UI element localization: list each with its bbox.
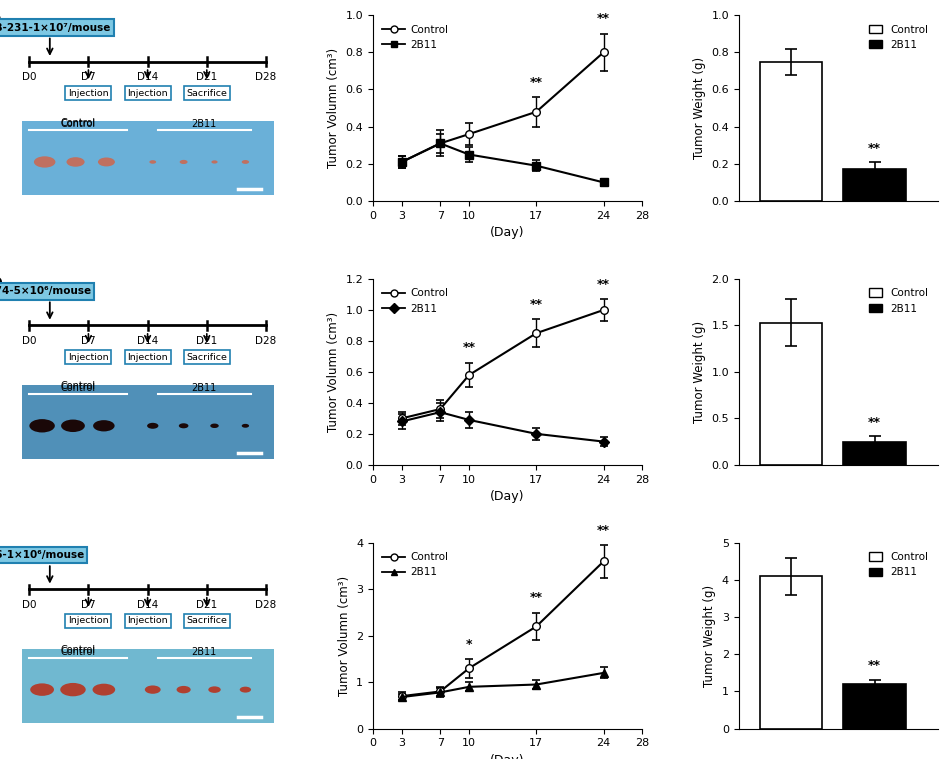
Y-axis label: Tumor Volumn (cm³): Tumor Volumn (cm³) <box>337 575 350 696</box>
Text: D0: D0 <box>22 335 37 345</box>
Text: Injection: Injection <box>127 616 168 625</box>
Text: D21: D21 <box>196 600 218 609</box>
Text: Sacrifice: Sacrifice <box>187 352 227 361</box>
Legend: Control, 2B11: Control, 2B11 <box>866 284 933 318</box>
Y-axis label: Tumor Weight (g): Tumor Weight (g) <box>692 321 706 423</box>
Bar <box>844 169 906 201</box>
Legend: Control, 2B11: Control, 2B11 <box>378 284 453 318</box>
Text: Sacrifice: Sacrifice <box>187 89 227 98</box>
Ellipse shape <box>211 160 218 164</box>
Text: **: ** <box>462 342 475 354</box>
Ellipse shape <box>93 420 115 431</box>
Text: Control: Control <box>61 383 96 393</box>
Text: D28: D28 <box>256 335 277 345</box>
Ellipse shape <box>98 158 115 166</box>
Text: **: ** <box>529 76 543 89</box>
Text: **: ** <box>597 12 610 25</box>
Text: Control: Control <box>61 647 96 657</box>
Text: D28: D28 <box>256 72 277 82</box>
Text: D14: D14 <box>137 600 158 609</box>
Text: Injection: Injection <box>68 89 109 98</box>
Ellipse shape <box>240 687 251 693</box>
Ellipse shape <box>34 156 56 168</box>
Bar <box>759 323 822 465</box>
Text: *: * <box>466 638 473 650</box>
Bar <box>844 442 906 465</box>
Text: Control: Control <box>61 118 96 128</box>
Text: Injection: Injection <box>68 616 109 625</box>
Text: D14: D14 <box>137 335 158 345</box>
Text: **: ** <box>868 141 882 155</box>
Text: D21: D21 <box>196 335 218 345</box>
Ellipse shape <box>210 424 219 428</box>
Text: b: b <box>0 273 2 292</box>
Bar <box>759 576 822 729</box>
X-axis label: (Day): (Day) <box>491 490 525 503</box>
Text: **: ** <box>529 591 543 604</box>
Ellipse shape <box>241 424 249 428</box>
Text: D7: D7 <box>81 72 96 82</box>
X-axis label: (Day): (Day) <box>491 754 525 759</box>
Text: MDA-MB-231-1×10⁷/mouse: MDA-MB-231-1×10⁷/mouse <box>0 23 111 33</box>
Text: D28: D28 <box>256 600 277 609</box>
Ellipse shape <box>208 686 221 693</box>
Text: a: a <box>0 10 1 29</box>
Text: Control: Control <box>61 119 96 130</box>
Text: BT474-5×10⁶/mouse: BT474-5×10⁶/mouse <box>0 286 91 297</box>
Text: 2B11: 2B11 <box>191 119 217 130</box>
Ellipse shape <box>180 160 188 164</box>
Text: Injection: Injection <box>68 352 109 361</box>
Ellipse shape <box>241 160 249 164</box>
Text: Injection: Injection <box>127 89 168 98</box>
Text: D7: D7 <box>81 600 96 609</box>
Legend: Control, 2B11: Control, 2B11 <box>378 548 453 581</box>
Bar <box>22 121 274 195</box>
Ellipse shape <box>145 685 161 694</box>
Ellipse shape <box>66 157 84 167</box>
Text: 2B11: 2B11 <box>191 383 217 393</box>
Text: **: ** <box>597 278 610 291</box>
Ellipse shape <box>30 683 54 696</box>
Legend: Control, 2B11: Control, 2B11 <box>866 20 933 54</box>
Text: B16-1×10⁶/mouse: B16-1×10⁶/mouse <box>0 550 84 560</box>
Text: D7: D7 <box>81 335 96 345</box>
Ellipse shape <box>147 423 158 429</box>
Ellipse shape <box>93 684 116 695</box>
Text: Injection: Injection <box>127 352 168 361</box>
Ellipse shape <box>62 420 85 432</box>
Text: Sacrifice: Sacrifice <box>187 616 227 625</box>
Text: D0: D0 <box>22 72 37 82</box>
Text: D21: D21 <box>196 72 218 82</box>
Legend: Control, 2B11: Control, 2B11 <box>378 20 453 54</box>
Y-axis label: Tumor Volumn (cm³): Tumor Volumn (cm³) <box>327 48 340 168</box>
Text: D0: D0 <box>22 600 37 609</box>
Ellipse shape <box>29 419 55 433</box>
Text: Control: Control <box>61 382 96 392</box>
Text: **: ** <box>868 659 882 672</box>
X-axis label: (Day): (Day) <box>491 226 525 239</box>
Bar <box>22 385 274 459</box>
Text: D14: D14 <box>137 72 158 82</box>
Ellipse shape <box>176 686 190 693</box>
Ellipse shape <box>150 160 156 164</box>
Text: **: ** <box>529 298 543 311</box>
Legend: Control, 2B11: Control, 2B11 <box>866 548 933 581</box>
Y-axis label: Tumor Volumn (cm³): Tumor Volumn (cm³) <box>327 312 340 432</box>
Bar <box>844 684 906 729</box>
Bar <box>759 61 822 201</box>
Bar <box>22 649 274 723</box>
Text: Control: Control <box>61 645 96 655</box>
Y-axis label: Tumor Weight (g): Tumor Weight (g) <box>704 584 716 687</box>
Text: **: ** <box>597 524 610 537</box>
Y-axis label: Tumor Weight (g): Tumor Weight (g) <box>692 57 706 159</box>
Ellipse shape <box>179 424 188 428</box>
Text: 2B11: 2B11 <box>191 647 217 657</box>
Ellipse shape <box>61 683 86 696</box>
Text: **: ** <box>868 416 882 429</box>
